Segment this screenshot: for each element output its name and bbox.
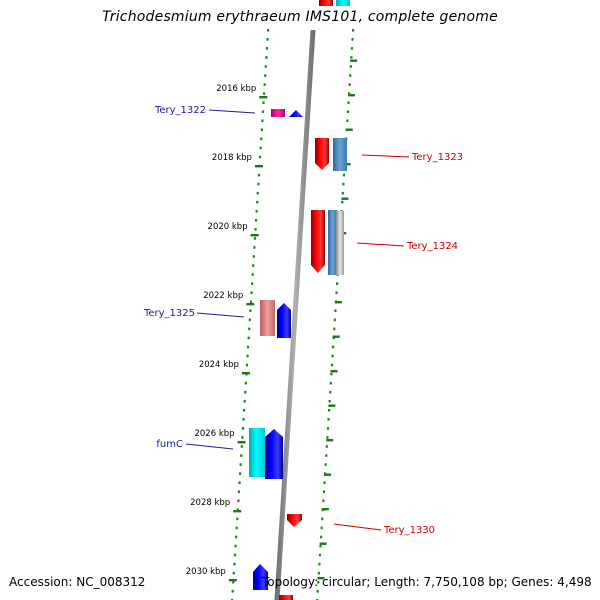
axis-tick-label: 2016 kbp	[216, 84, 256, 94]
axis-tick	[241, 372, 250, 375]
gene-top-red[interactable]	[319, 0, 333, 6]
outer-tick	[347, 94, 355, 97]
gene-label-leader	[356, 242, 405, 247]
gene-tery-1325-a[interactable]	[260, 300, 275, 336]
gene-tery-1323[interactable]	[315, 138, 329, 170]
gene-tery-1323-b[interactable]	[333, 138, 347, 171]
gene-fumc[interactable]	[265, 429, 283, 479]
gene-tery-1325[interactable]	[277, 303, 291, 338]
axis-tick-label: 2026 kbp	[194, 429, 234, 439]
outer-tick	[350, 59, 358, 62]
genome-summary: Topology: circular; Length: 7,750,108 bp…	[262, 575, 592, 589]
axis-tick	[233, 510, 242, 513]
gene-label[interactable]: Tery_1322	[154, 105, 206, 116]
gene-label-leader	[196, 312, 245, 318]
gene-label[interactable]: Tery_1324	[406, 241, 458, 252]
gene-tery-1330[interactable]	[287, 514, 302, 527]
axis-tick	[259, 96, 268, 99]
gene-label[interactable]: Tery_1323	[411, 152, 463, 163]
map-title: Trichodesmium erythraeum IMS101, complet…	[102, 9, 498, 25]
outer-tick	[321, 508, 329, 511]
outer-tick	[330, 370, 338, 373]
gene-tery-1322[interactable]	[289, 110, 303, 117]
outer-tick	[341, 197, 349, 200]
gene-bottom-blue[interactable]	[253, 564, 268, 590]
gene-tery-1324-c[interactable]	[336, 211, 344, 275]
axis-tick-label: 2022 kbp	[203, 291, 243, 301]
outer-tick	[343, 163, 351, 166]
backbone-line	[274, 30, 316, 600]
axis-tick-label: 2018 kbp	[212, 153, 252, 163]
axis-tick	[237, 441, 246, 444]
gene-fumc-a[interactable]	[249, 428, 265, 477]
gene-bottom-red[interactable]	[279, 595, 293, 600]
outer-tick	[323, 473, 331, 476]
outer-tick	[328, 404, 336, 407]
axis-tick	[254, 165, 263, 168]
outer-tick	[334, 301, 342, 304]
axis-tick-label: 2020 kbp	[208, 222, 248, 232]
gene-label-leader	[208, 109, 256, 114]
axis-tick-label: 2028 kbp	[190, 498, 230, 508]
accession-label: Accession: NC_008312	[9, 575, 146, 589]
gene-label-leader	[185, 443, 234, 450]
outer-ring-dots	[316, 29, 355, 600]
gene-label-leader	[361, 154, 410, 158]
axis-tick-label: 2030 kbp	[186, 567, 226, 577]
outer-tick	[332, 335, 340, 338]
gene-label[interactable]: fumC	[156, 439, 183, 450]
gene-tery-1322-a[interactable]	[271, 109, 285, 117]
outer-tick	[326, 439, 334, 442]
gene-tery-1324-b[interactable]	[328, 210, 337, 275]
gene-label[interactable]: Tery_1330	[383, 525, 435, 536]
gene-top-cyan[interactable]	[336, 0, 350, 6]
gene-tery-1324[interactable]	[311, 210, 325, 273]
axis-tick	[228, 579, 237, 582]
axis-tick-label: 2024 kbp	[199, 360, 239, 370]
gene-label-leader	[333, 523, 382, 531]
outer-tick	[317, 577, 325, 580]
axis-tick	[250, 234, 259, 237]
axis-tick	[246, 303, 255, 306]
outer-tick	[319, 542, 327, 545]
outer-tick	[345, 128, 353, 131]
gene-label[interactable]: Tery_1325	[143, 308, 195, 319]
